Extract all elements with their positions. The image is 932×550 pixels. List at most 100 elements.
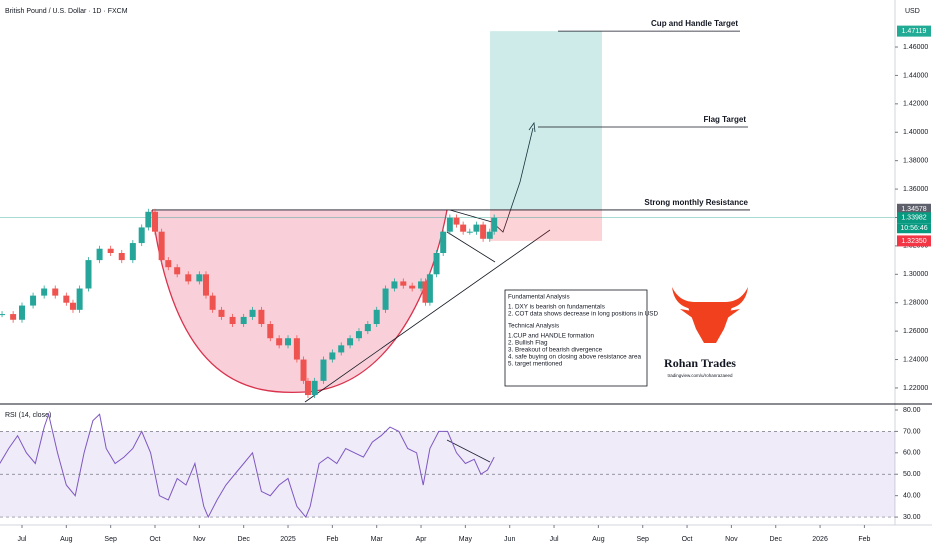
x-tick-label: May — [459, 536, 473, 543]
candle-body — [30, 295, 37, 306]
candle-body — [52, 288, 59, 296]
arrow-head — [528, 121, 536, 133]
brand-url: tradingview.com/u/rohanrazaeed — [667, 373, 733, 378]
candle-body — [480, 224, 487, 239]
countdown-bg — [897, 223, 931, 234]
rsi-line — [0, 412, 495, 519]
x-tick-label: Mar — [371, 536, 384, 543]
candle-body — [129, 243, 136, 261]
note-heading: Technical Analysis — [508, 323, 559, 330]
candle-body — [196, 274, 203, 282]
x-tick-label: 2025 — [280, 536, 296, 543]
logo-ears — [680, 309, 740, 319]
drawings — [0, 30, 895, 463]
note-line: 2. COT data shows decrease in long posit… — [508, 311, 658, 318]
candle-body — [491, 217, 498, 232]
candle-body — [18, 305, 25, 320]
candle-body — [355, 331, 362, 339]
candle-body — [373, 309, 380, 325]
y-tick-label: 1.44000 — [903, 72, 928, 79]
x-tick-label: Aug — [592, 536, 605, 543]
candle-body — [311, 380, 318, 396]
candle-body — [96, 248, 103, 261]
candle-body — [202, 274, 209, 296]
candle-body — [486, 231, 493, 239]
candle-body — [453, 217, 460, 225]
candle-body — [329, 352, 336, 360]
y-tick-label: 1.46000 — [903, 44, 928, 51]
candle-body — [276, 338, 283, 346]
y-tick-label: 1.40000 — [903, 129, 928, 136]
candle-body — [0, 314, 6, 316]
candle-body — [69, 302, 76, 310]
x-tick-label: Sep — [636, 536, 649, 543]
candle-body — [304, 380, 311, 396]
candle-body — [10, 314, 17, 320]
rsi-title: RSI (14, close) — [5, 412, 51, 419]
candle-body — [158, 231, 165, 261]
y-tick-label: 40.00 — [903, 493, 921, 500]
note-line: 1. DXY is bearish on fundamentals — [508, 304, 605, 311]
candle-body — [85, 260, 92, 289]
candle-body — [229, 316, 236, 325]
x-tick-label: Feb — [858, 536, 870, 543]
x-tick-label: Dec — [237, 536, 250, 543]
note-line: 3. Breakout of bearish divergence — [508, 347, 603, 354]
brand-name: Rohan Trades — [664, 356, 736, 370]
candle-body — [107, 248, 114, 253]
price-label: 1.33982 — [901, 215, 926, 222]
candle-body — [209, 295, 216, 310]
note-box — [504, 289, 648, 387]
x-tick-label: Oct — [150, 536, 161, 543]
y-tick-label: 1.24000 — [903, 356, 928, 363]
note-line: 1.CUP and HANDLE formation — [508, 333, 594, 340]
projection-arrow — [491, 127, 534, 233]
price-label: 1.32350 — [901, 238, 926, 245]
note-line: 5. target mentioned — [508, 361, 563, 368]
stop-zone — [490, 209, 602, 241]
target-zone — [490, 31, 602, 210]
y-tick-label: 1.42000 — [903, 101, 928, 108]
logo — [672, 287, 748, 343]
annotation-label: Flag Target — [703, 115, 746, 124]
candle-body — [460, 224, 467, 232]
candle-body — [293, 338, 300, 360]
y-tick-label: 1.26000 — [903, 328, 928, 335]
x-tick-label: 2026 — [812, 536, 828, 543]
price-label-bg — [897, 203, 931, 215]
x-tick-label: Sep — [104, 536, 117, 543]
candle-body — [347, 338, 354, 346]
rsi-trend-line — [446, 439, 491, 463]
symbol-title: British Pound / U.S. Dollar · 1D · FXCM — [5, 8, 128, 15]
price-label: 1.47119 — [902, 28, 927, 35]
candle-body — [382, 288, 389, 310]
y-tick-label: 1.30000 — [903, 271, 928, 278]
x-tick-label: Jun — [504, 536, 515, 543]
candle-body — [138, 227, 145, 244]
annotation-label: Strong monthly Resistance — [644, 198, 748, 207]
candle-body — [218, 309, 225, 317]
candle-body — [466, 231, 473, 233]
candle-body — [76, 288, 83, 310]
y-tick-label: 70.00 — [903, 428, 921, 435]
cup-curve — [151, 209, 448, 394]
note-heading: Fundamental Analysis — [508, 294, 570, 301]
candle-body — [300, 359, 307, 381]
currency: USD — [905, 8, 920, 15]
flag-line — [449, 209, 493, 223]
candle-body — [240, 316, 247, 325]
candle-body — [258, 309, 265, 325]
price-label-bg — [897, 25, 931, 37]
y-tick-label: 1.38000 — [903, 158, 928, 165]
y-tick-label: 50.00 — [903, 471, 921, 478]
price-label-bg — [897, 212, 931, 224]
price-label: 1.34578 — [901, 206, 926, 213]
flag-line — [446, 231, 496, 263]
annotation-label: Cup and Handle Target — [651, 19, 738, 28]
trend-line — [304, 229, 551, 403]
candle-body — [145, 211, 152, 228]
candle-body — [41, 288, 48, 296]
note-line: 4. safe buying on closing above resistan… — [508, 354, 642, 361]
